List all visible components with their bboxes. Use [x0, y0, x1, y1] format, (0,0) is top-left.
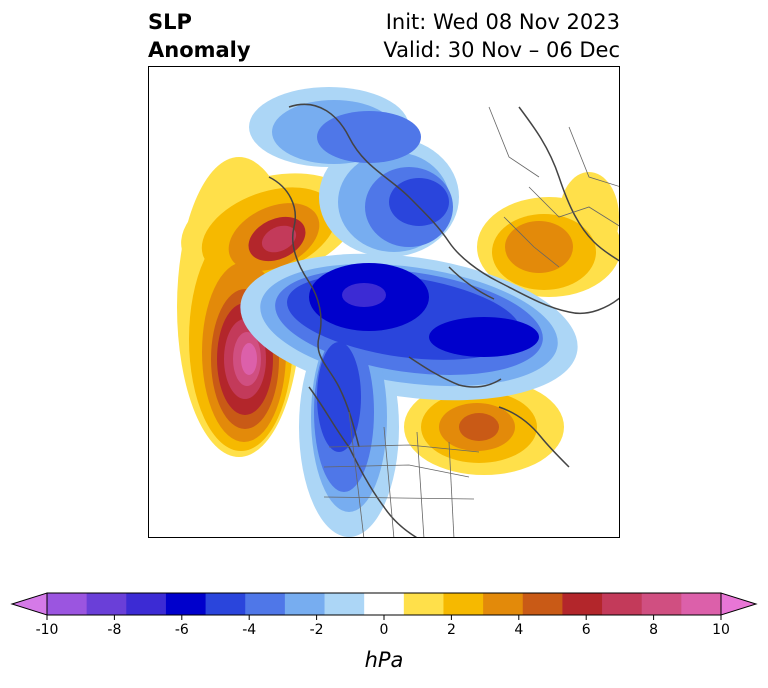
forecast-times: Init: Wed 08 Nov 2023 Valid: 30 Nov – 06…: [383, 8, 620, 64]
colorbar-tick-label: 2: [447, 622, 456, 638]
colorbar-bin: [483, 593, 524, 615]
colorbar-bin: [562, 593, 603, 615]
colorbar-bin: [126, 593, 167, 615]
colorbar-bin: [205, 593, 246, 615]
colorbar-extend-max: [720, 592, 758, 616]
positive-anomaly-eurasia: [477, 172, 619, 297]
polar-map: [148, 66, 620, 538]
colorbar-tick-label: 0: [380, 622, 389, 638]
colorbar-graphic: -10 -8 -6 -4 -2 0 2 4 6 8 10 hPa: [10, 592, 758, 672]
positive-anomaly-atlantic: [404, 379, 564, 475]
colorbar-bin: [641, 593, 682, 615]
colorbar-tick-label: -8: [107, 622, 121, 638]
colorbar-bin: [284, 593, 326, 615]
colorbar-tick-label: -2: [310, 622, 324, 638]
colorbar-tick-label: 8: [649, 622, 658, 638]
positive-anomaly-pacific: [177, 157, 357, 457]
colorbar-tick-label: 10: [712, 622, 730, 638]
colorbar-bin: [86, 593, 127, 615]
colorbar-bin: [403, 593, 444, 615]
colorbar-tick-label: -6: [175, 622, 189, 638]
colorbar-bin: [165, 593, 207, 615]
colorbar-bin: [324, 593, 365, 615]
colorbar-bin: [245, 593, 286, 615]
init-time: Init: Wed 08 Nov 2023: [385, 10, 620, 34]
colorbar-bin: [522, 593, 563, 615]
colorbar-tick-label: -10: [36, 622, 59, 638]
colorbar-bin: [443, 593, 484, 615]
colorbar-bins: [10, 592, 758, 616]
title-line-1: SLP: [148, 10, 192, 34]
colorbar-bin: [364, 593, 405, 615]
political-boundaries: [323, 106, 619, 537]
negative-anomaly-arctic: [240, 87, 578, 537]
colorbar: -10 -8 -6 -4 -2 0 2 4 6 8 10 hPa: [0, 585, 768, 684]
colorbar-tick-label: 4: [514, 622, 523, 638]
colorbar-bin: [47, 593, 88, 615]
coastlines: [268, 103, 619, 537]
colorbar-bin: [602, 593, 643, 615]
colorbar-tick-label: -4: [242, 622, 256, 638]
title-line-2: Anomaly: [148, 38, 251, 62]
colorbar-tick-label: 6: [582, 622, 591, 638]
map-title: SLP Anomaly: [148, 8, 251, 64]
anomaly-field: [177, 87, 619, 537]
colorbar-extend-min: [10, 592, 48, 616]
colorbar-bin: [681, 593, 722, 615]
valid-time: Valid: 30 Nov – 06 Dec: [383, 38, 620, 62]
colorbar-unit-label: hPa: [365, 648, 404, 672]
colorbar-ticks: -10 -8 -6 -4 -2 0 2 4 6 8 10: [36, 615, 730, 638]
